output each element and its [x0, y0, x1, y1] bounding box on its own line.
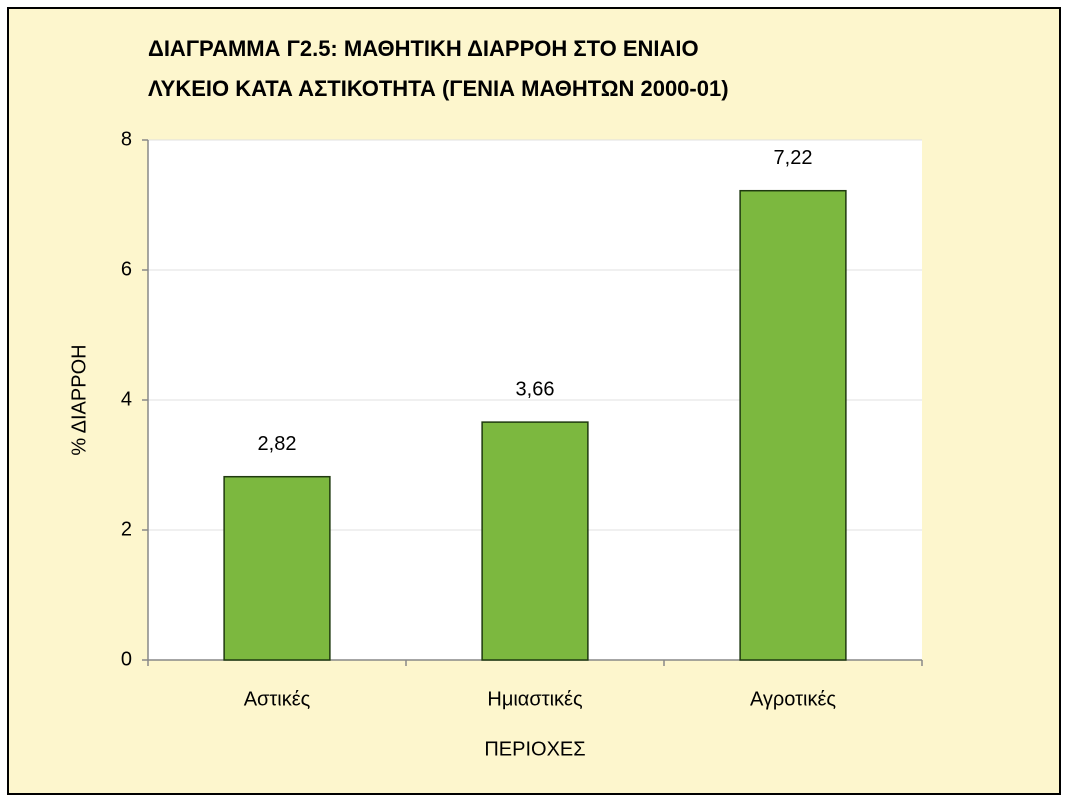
bar — [481, 421, 589, 661]
data-label: 7,22 — [774, 147, 813, 169]
chart-title: ΛΥΚΕΙΟ ΚΑΤΑ ΑΣΤΙΚΟΤΗΤΑ (ΓΕΝΙΑ ΜΑΘΗΤΩΝ 20… — [148, 76, 729, 101]
y-tick-label: 8 — [121, 128, 132, 150]
x-tick-label: Αστικές — [244, 688, 311, 710]
x-tick-label: Ημιαστικές — [487, 688, 583, 710]
y-tick-label: 0 — [121, 648, 132, 670]
x-tick-label: Αγροτικές — [750, 688, 836, 710]
bar — [223, 475, 331, 661]
chart-title: ΔΙΑΓΡΑΜΜΑ Γ2.5: ΜΑΘΗΤΙΚΗ ΔΙΑΡΡΟΗ ΣΤΟ ΕΝΙ… — [148, 36, 699, 61]
bar — [739, 189, 847, 661]
y-tick-label: 2 — [121, 518, 132, 540]
y-tick-label: 4 — [121, 388, 132, 410]
data-label: 2,82 — [258, 433, 297, 455]
y-tick-label: 6 — [121, 258, 132, 280]
data-label: 3,66 — [516, 378, 555, 400]
y-axis-label: % ΔΙΑΡΡΟΗ — [68, 344, 90, 455]
x-axis-label: ΠΕΡΙΟΧΕΣ — [484, 738, 585, 760]
